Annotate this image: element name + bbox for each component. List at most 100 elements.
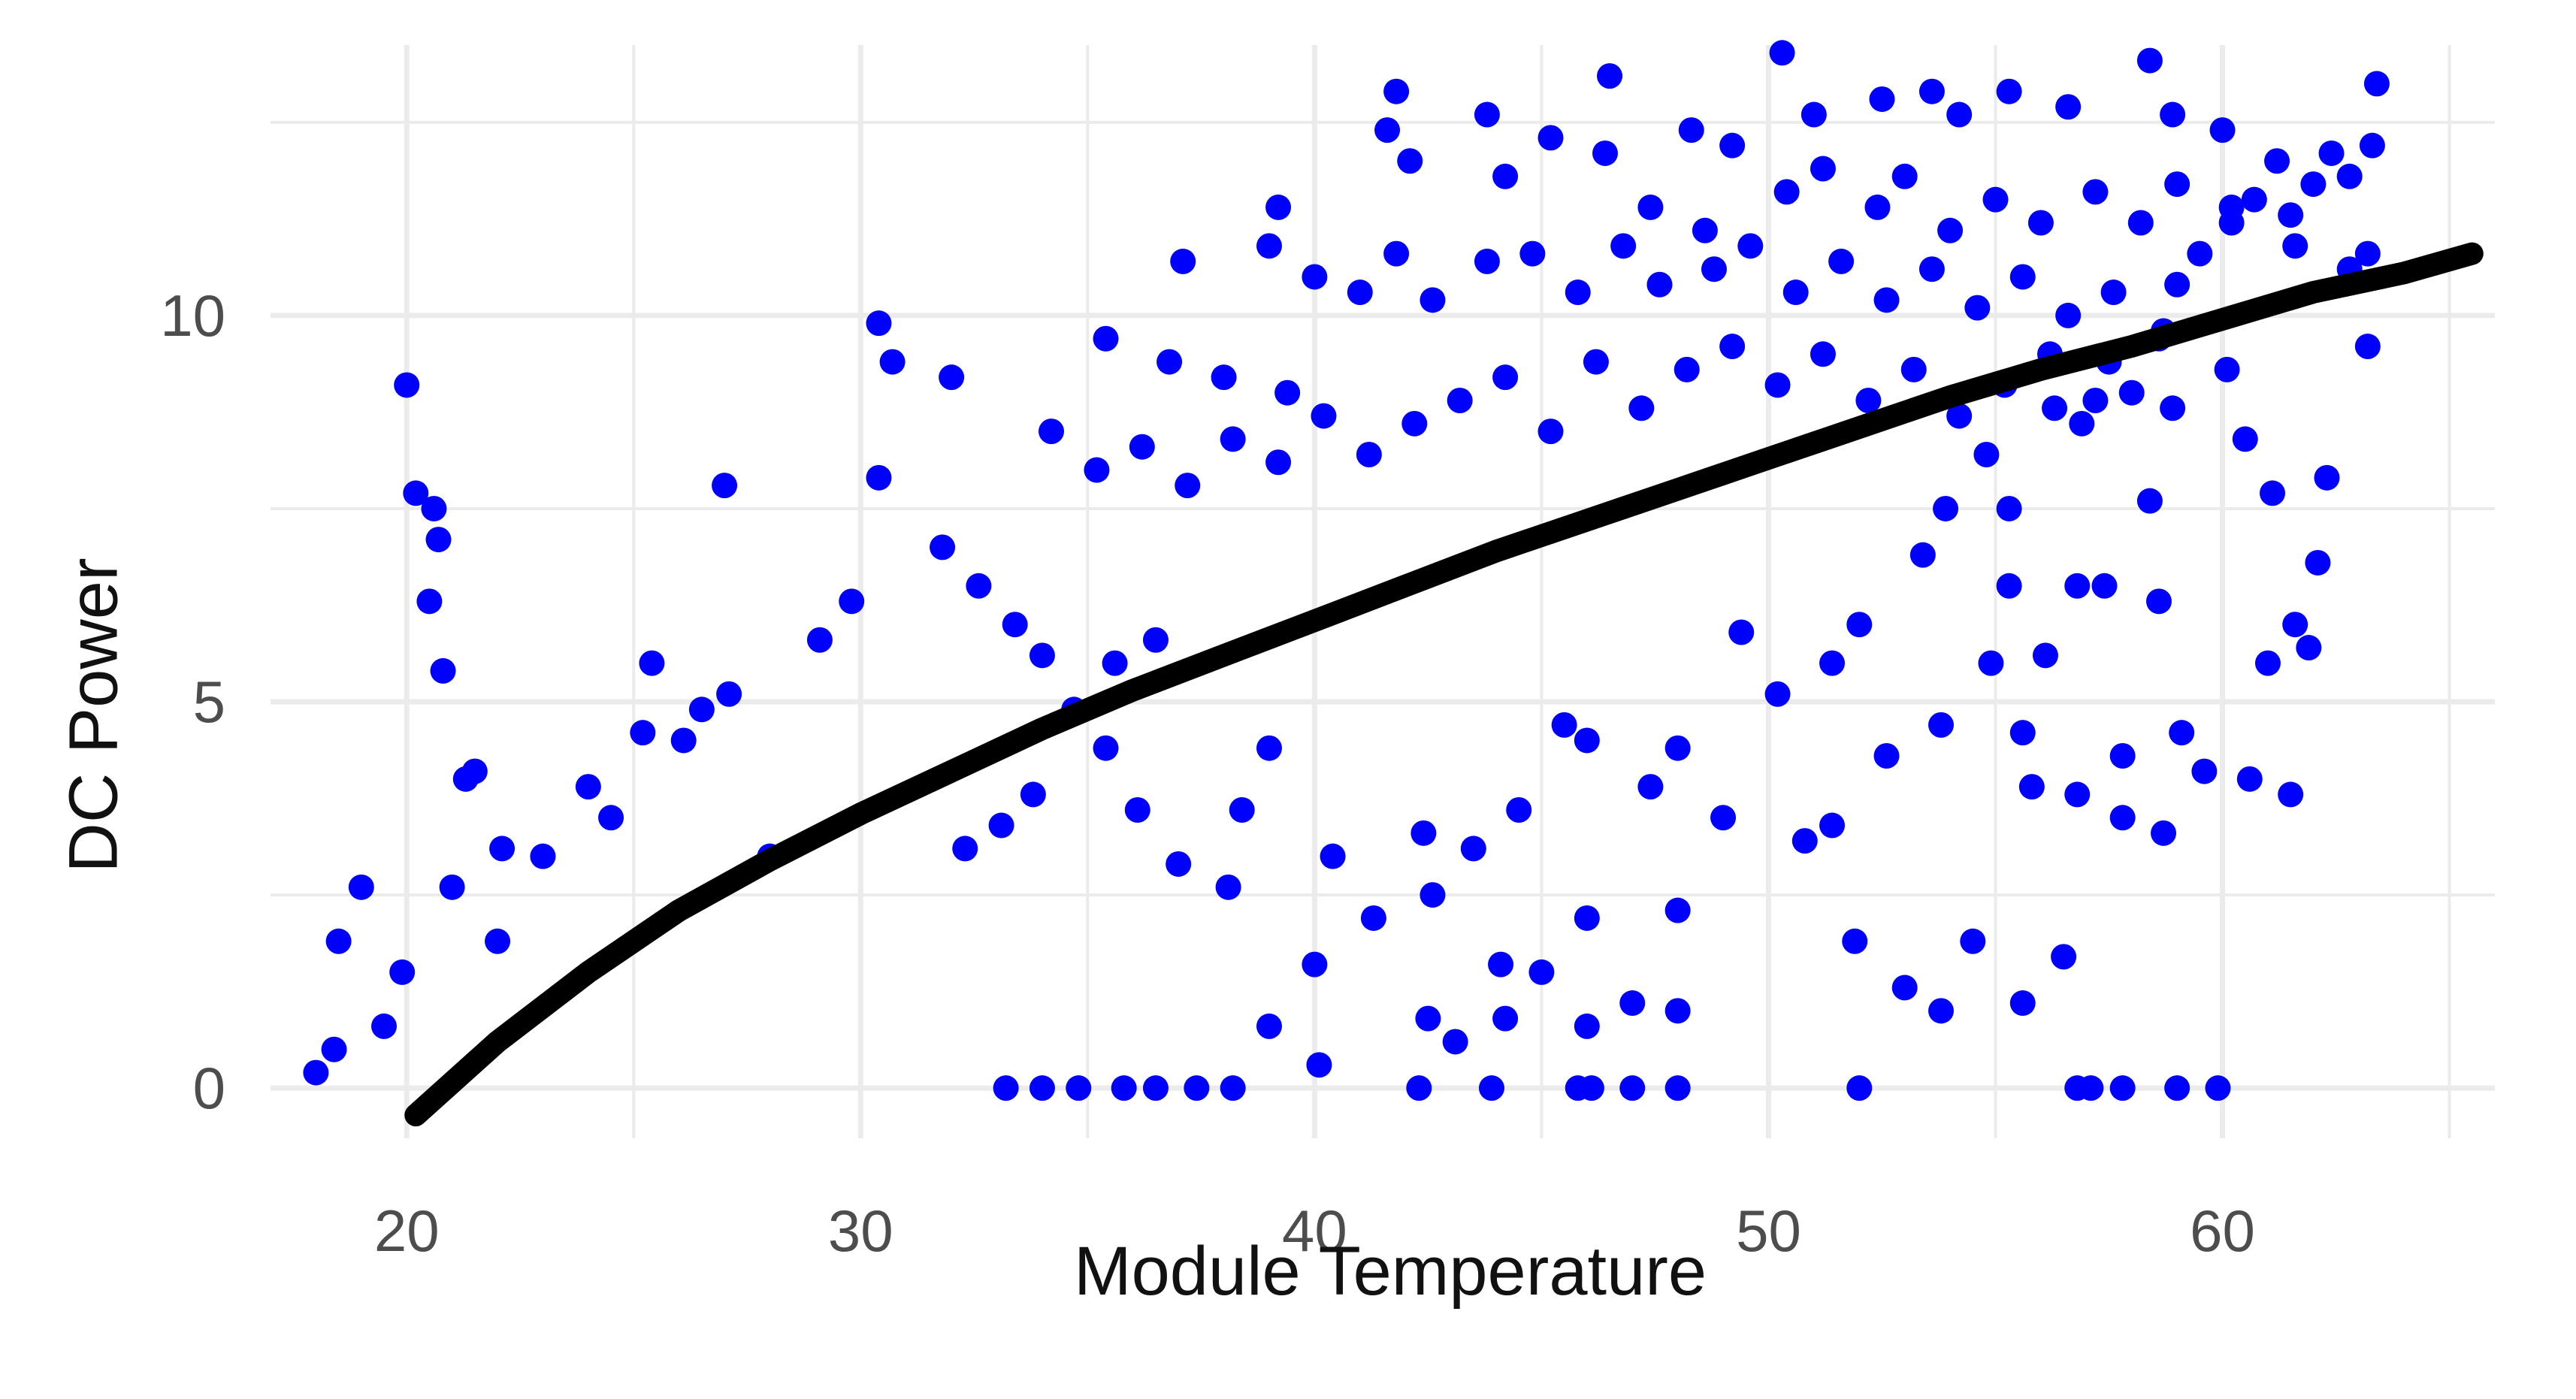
data-point — [2214, 356, 2240, 382]
data-point — [1474, 248, 1500, 274]
data-point — [879, 349, 906, 375]
data-point — [1256, 735, 1282, 761]
data-point — [2305, 549, 2331, 576]
data-point — [670, 727, 697, 754]
data-point — [1619, 1075, 1646, 1101]
data-point — [2009, 264, 2036, 290]
y-tick-label: 5 — [193, 669, 225, 735]
data-point — [1933, 495, 1959, 521]
data-point — [712, 473, 738, 499]
data-point — [1102, 650, 1128, 676]
data-point — [1401, 410, 1428, 437]
data-point — [2136, 488, 2163, 514]
tick-labels: 20 30 40 50 60 0 5 10 — [160, 283, 2255, 1264]
data-point — [425, 527, 452, 553]
data-point — [1551, 712, 1577, 738]
data-point — [2354, 240, 2381, 267]
data-point — [2205, 1075, 2231, 1101]
data-point — [1406, 1075, 1432, 1101]
data-point — [575, 774, 601, 800]
data-point — [1646, 271, 1673, 298]
data-point — [1628, 395, 1655, 422]
x-tick-label: 50 — [1736, 1198, 1801, 1264]
data-point — [1420, 882, 1446, 908]
data-point — [2009, 720, 2036, 746]
data-point — [1093, 325, 1119, 352]
data-point — [1142, 1075, 1169, 1101]
y-tick-label: 10 — [160, 283, 225, 349]
data-point — [1492, 1005, 1519, 1032]
data-point — [2187, 240, 2213, 267]
data-point — [598, 805, 624, 831]
data-point — [2160, 101, 2186, 128]
data-point — [1265, 449, 1292, 476]
data-point — [1891, 974, 1918, 1001]
data-point — [2300, 171, 2327, 198]
data-point — [1996, 573, 2022, 599]
data-point — [1637, 194, 1664, 220]
data-point — [1166, 851, 1192, 877]
data-point — [2109, 805, 2136, 831]
data-point — [1415, 1005, 1441, 1032]
data-point — [2282, 233, 2308, 259]
data-point — [1084, 457, 1110, 483]
data-point — [1211, 364, 1237, 391]
data-point — [1946, 101, 1973, 128]
data-point — [439, 874, 465, 900]
data-point — [1302, 264, 1328, 290]
data-point — [1442, 1029, 1468, 1055]
data-point — [1791, 828, 1818, 854]
data-point — [2091, 573, 2118, 599]
data-point — [421, 495, 447, 521]
data-point — [2264, 148, 2290, 174]
data-point — [1597, 63, 1623, 89]
data-point — [1900, 356, 1927, 382]
data-point — [2314, 464, 2340, 491]
data-point — [1474, 101, 1500, 128]
data-point — [1978, 650, 2004, 676]
data-point — [1864, 194, 1891, 220]
data-point — [1964, 295, 1991, 321]
data-point — [1710, 805, 1737, 831]
data-point — [1873, 743, 1900, 769]
trend-line — [404, 242, 2484, 1127]
data-point — [1093, 735, 1119, 761]
data-point — [2218, 194, 2245, 220]
data-point — [1664, 1075, 1691, 1101]
data-point — [2359, 132, 2385, 159]
data-point — [806, 627, 833, 653]
data-point — [303, 1059, 329, 1086]
data-point — [1311, 403, 1337, 429]
data-point — [630, 720, 656, 746]
data-point — [2169, 720, 2195, 746]
data-point — [1637, 774, 1664, 800]
data-point — [639, 650, 665, 676]
data-point — [348, 874, 374, 900]
data-point — [952, 835, 978, 862]
data-point — [1374, 117, 1401, 144]
data-point — [2164, 171, 2191, 198]
data-point — [1842, 928, 1868, 954]
data-point — [1360, 905, 1386, 931]
data-point — [1828, 248, 1855, 274]
data-point — [866, 464, 892, 491]
data-point — [1855, 388, 1882, 414]
data-point — [2191, 758, 2218, 784]
data-point — [1519, 240, 1546, 267]
data-point — [2241, 186, 2267, 213]
data-point — [1946, 403, 1973, 429]
data-point — [1773, 179, 1800, 205]
data-point — [1769, 40, 1795, 66]
data-point — [2145, 588, 2172, 615]
data-point — [2109, 1075, 2136, 1101]
data-point — [1764, 372, 1791, 398]
data-point — [1574, 1013, 1600, 1039]
data-point — [1578, 1075, 1604, 1101]
data-point — [1488, 951, 1514, 977]
data-point — [1918, 256, 1945, 283]
data-point — [1819, 812, 1846, 838]
data-point — [1728, 619, 1755, 645]
data-point — [2018, 774, 2045, 800]
data-point — [2069, 410, 2095, 437]
data-point — [1528, 959, 1555, 985]
